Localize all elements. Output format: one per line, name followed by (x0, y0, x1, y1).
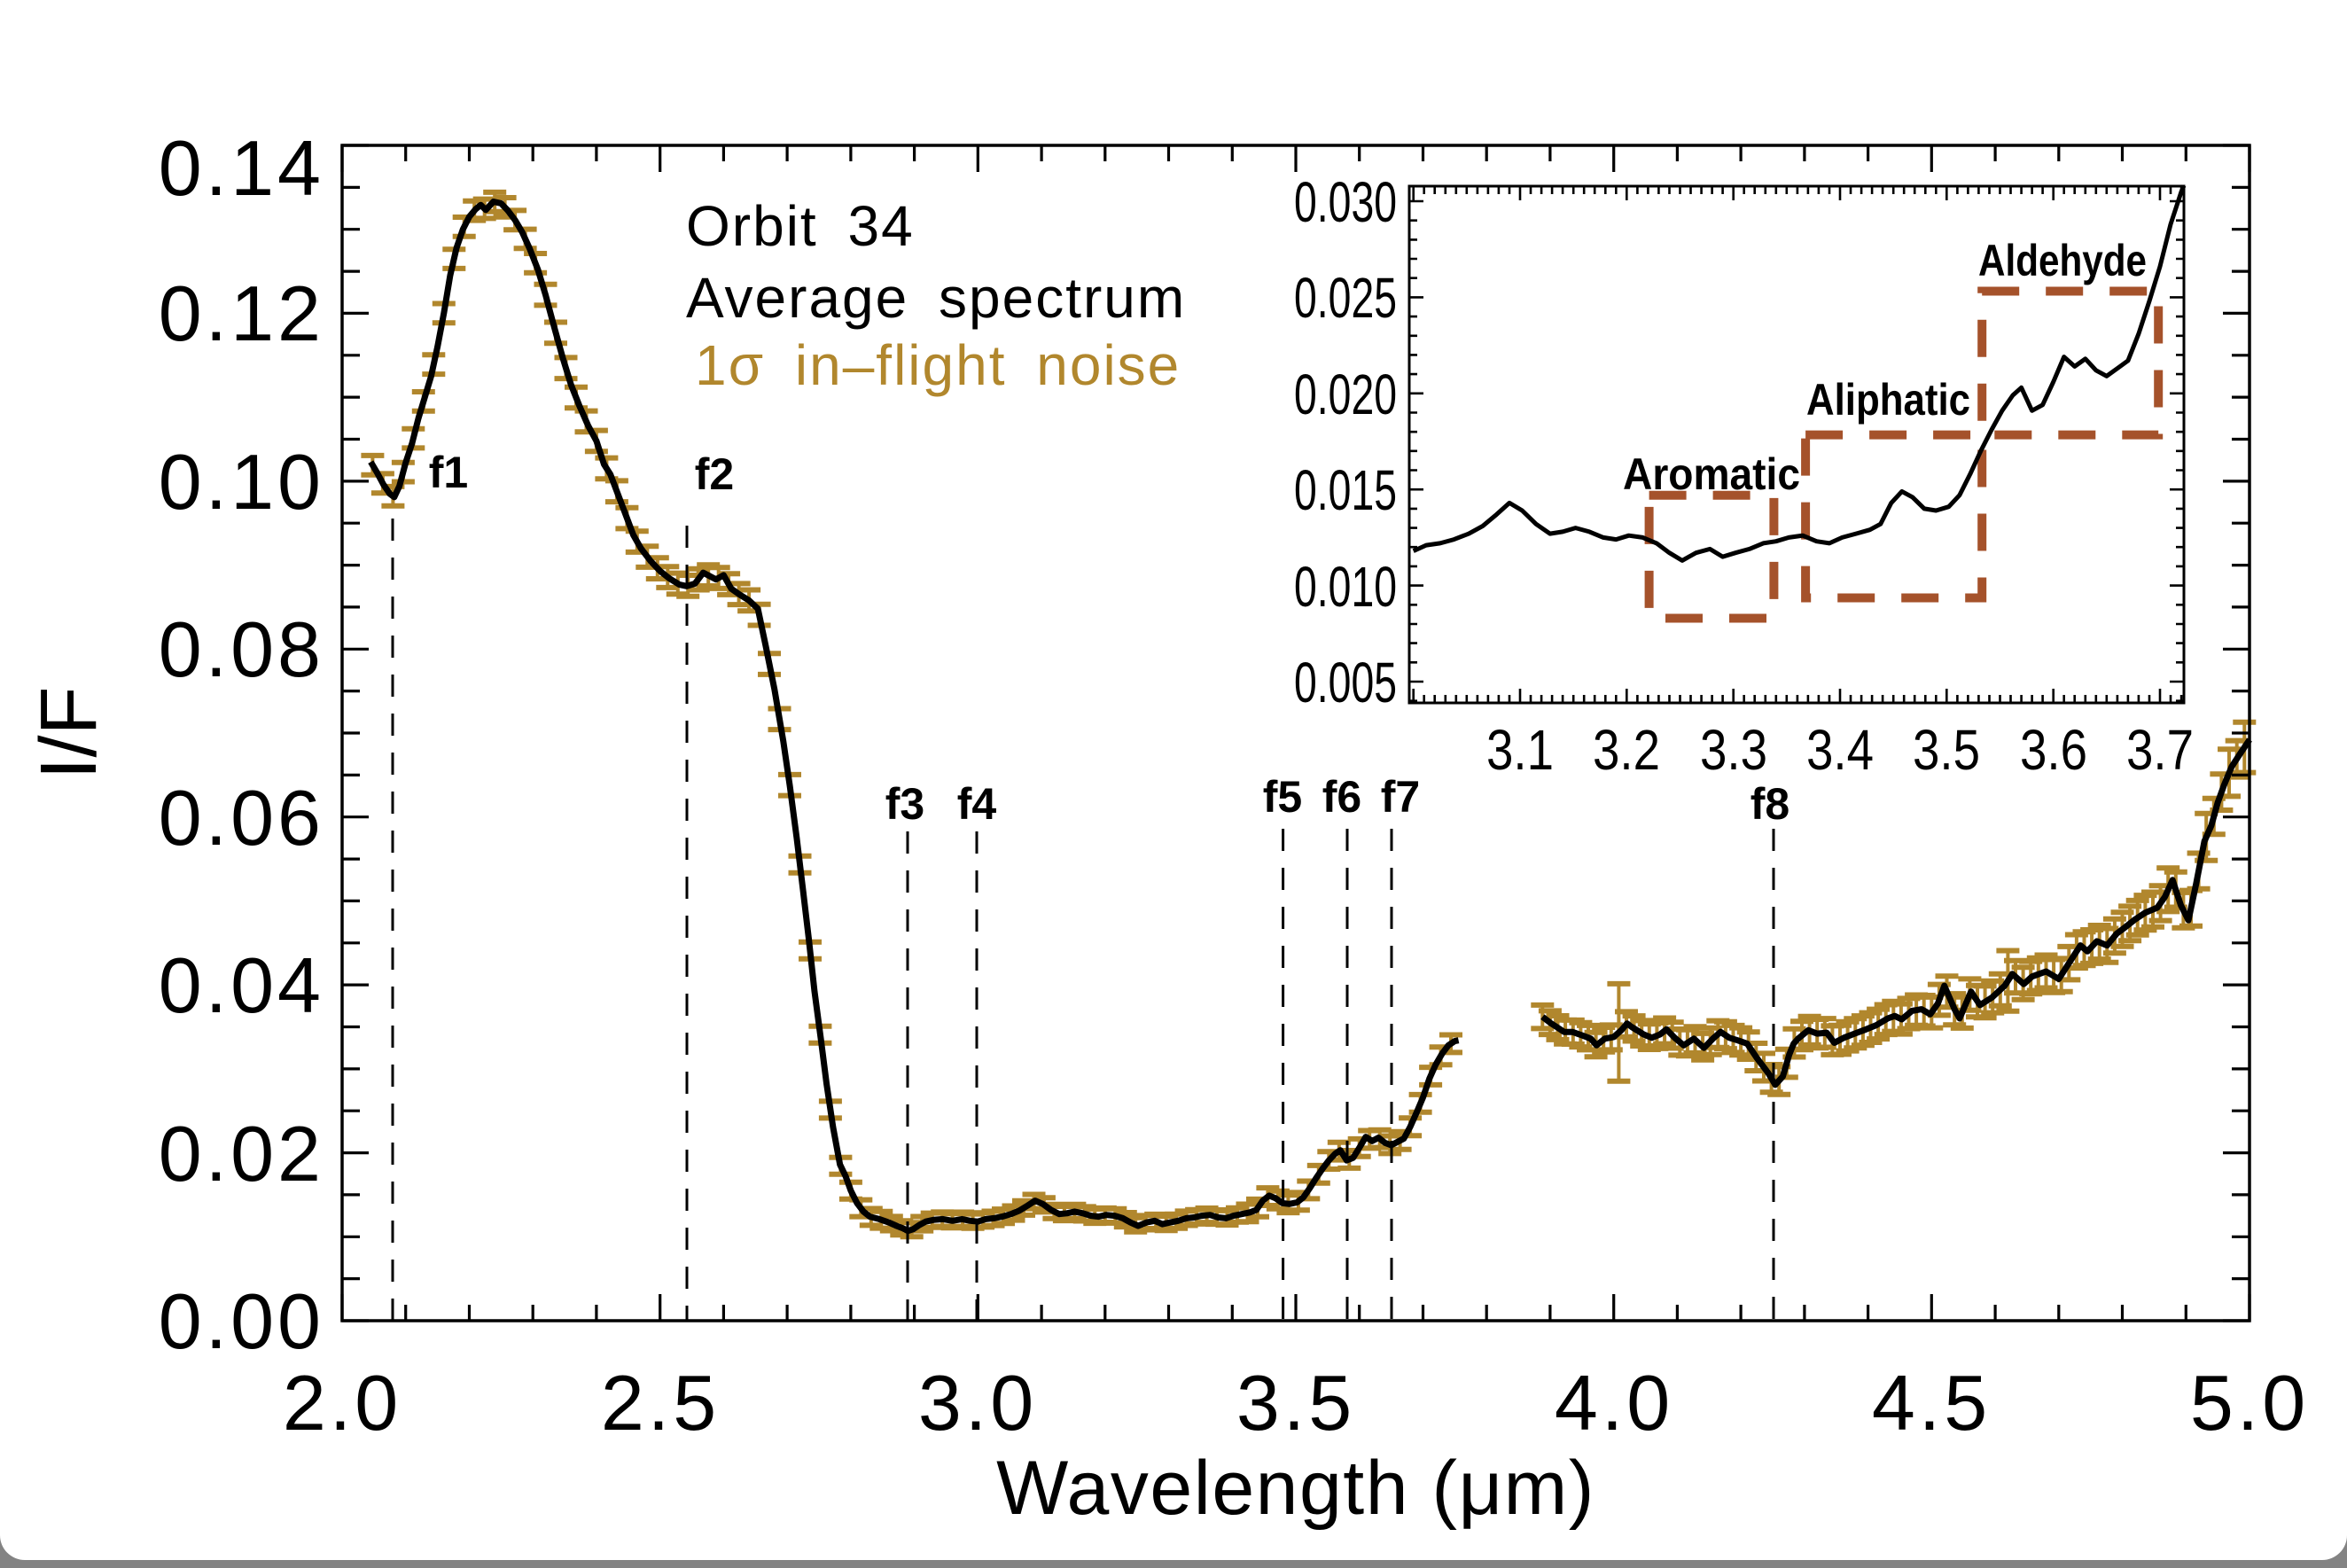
svg-text:2.0: 2.0 (283, 1359, 402, 1447)
svg-text:0.010: 0.010 (1294, 555, 1397, 619)
svg-text:0.06: 0.06 (159, 774, 324, 862)
svg-text:4.0: 4.0 (1555, 1359, 1673, 1447)
svg-text:0.10: 0.10 (159, 438, 324, 526)
svg-text:Aromatic: Aromatic (1623, 449, 1800, 499)
svg-text:0.08: 0.08 (159, 605, 324, 693)
svg-text:0.015: 0.015 (1294, 458, 1397, 522)
svg-text:3.5: 3.5 (1913, 718, 1980, 782)
svg-text:5.0: 5.0 (2190, 1359, 2309, 1447)
svg-text:0.04: 0.04 (159, 941, 324, 1029)
svg-text:f5: f5 (1263, 772, 1302, 822)
svg-text:f4: f4 (957, 779, 997, 829)
svg-text:f3: f3 (885, 779, 924, 829)
svg-text:3.2: 3.2 (1593, 718, 1660, 782)
svg-text:I/F: I/F (25, 687, 113, 780)
svg-text:4.5: 4.5 (1872, 1359, 1991, 1447)
svg-text:Aliphatic: Aliphatic (1806, 375, 1970, 425)
svg-text:Orbit 34: Orbit 34 (686, 194, 915, 258)
svg-text:3.3: 3.3 (1700, 718, 1767, 782)
svg-text:0.02: 0.02 (159, 1110, 324, 1197)
svg-text:Aldehyde: Aldehyde (1978, 236, 2147, 285)
svg-text:3.0: 3.0 (918, 1359, 1037, 1447)
svg-text:Wavelength (μm): Wavelength (μm) (996, 1446, 1595, 1531)
svg-text:3.6: 3.6 (2020, 718, 2087, 782)
svg-text:3.7: 3.7 (2126, 718, 2194, 782)
svg-text:3.5: 3.5 (1236, 1359, 1355, 1447)
svg-text:2.5: 2.5 (601, 1359, 720, 1447)
svg-text:3.4: 3.4 (1806, 718, 1874, 782)
svg-text:f8: f8 (1751, 779, 1789, 829)
svg-text:f6: f6 (1322, 772, 1361, 822)
svg-text:0.020: 0.020 (1294, 363, 1397, 426)
svg-text:3.1: 3.1 (1486, 718, 1554, 782)
svg-text:f2: f2 (695, 449, 734, 499)
svg-text:1σ in–flight noise: 1σ in–flight noise (695, 333, 1181, 397)
svg-text:f7: f7 (1381, 772, 1420, 822)
svg-text:0.030: 0.030 (1294, 170, 1397, 234)
svg-text:0.025: 0.025 (1294, 266, 1397, 330)
svg-text:0.00: 0.00 (159, 1277, 324, 1365)
svg-text:f1: f1 (429, 448, 468, 497)
svg-text:0.14: 0.14 (159, 124, 324, 212)
svg-text:0.12: 0.12 (159, 269, 324, 357)
svg-text:0.005: 0.005 (1294, 651, 1397, 714)
svg-text:Average spectrum: Average spectrum (686, 266, 1186, 330)
